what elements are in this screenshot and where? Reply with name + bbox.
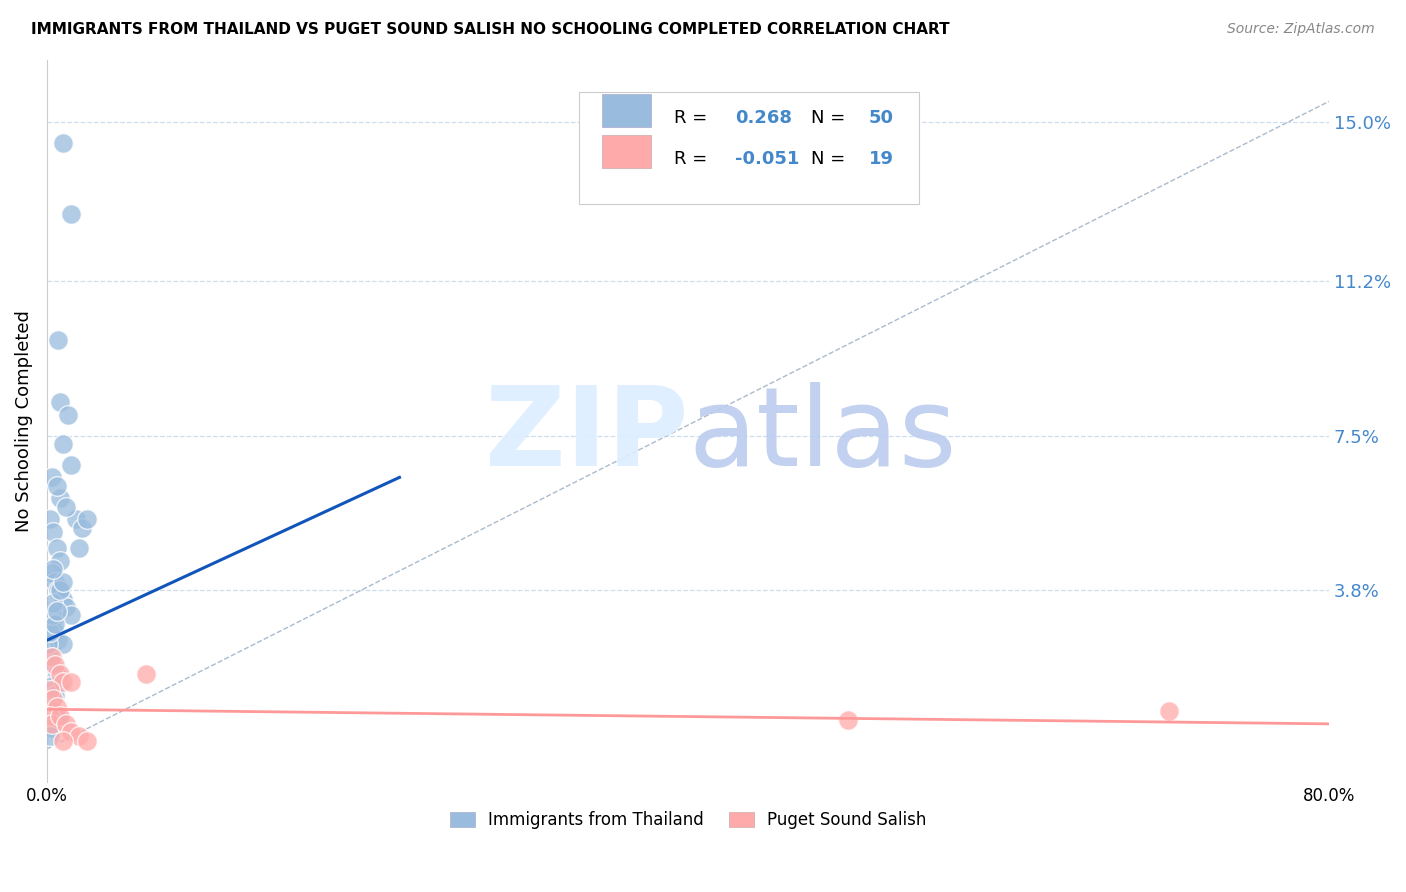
Point [41,679,63,693]
Point [135,666,157,681]
Bar [602,94,651,127]
Point [1157,704,1180,718]
Point [55,599,77,614]
Text: N =: N = [811,151,851,169]
Point [55,500,77,514]
Point [44,658,66,673]
Point [39,650,62,665]
Point [42,704,65,718]
Point [48,675,70,690]
Point [56,408,79,422]
Point [45,541,67,556]
Text: atlas: atlas [688,382,956,489]
Text: R =: R = [673,109,713,128]
Legend: Immigrants from Thailand, Puget Sound Salish: Immigrants from Thailand, Puget Sound Sa… [443,804,934,836]
Point [41,616,63,631]
Point [59,608,82,623]
Point [39,624,62,639]
Point [52,675,75,690]
Point [39,700,62,714]
Text: 0.268: 0.268 [735,109,793,128]
Point [42,562,65,576]
Point [39,683,62,698]
Bar [602,135,651,168]
Point [44,688,66,702]
Point [39,730,62,744]
Point [48,708,70,723]
Point [67,541,90,556]
Text: -0.051: -0.051 [735,151,800,169]
Point [41,470,63,484]
Text: 19: 19 [869,151,894,169]
Text: R =: R = [673,151,713,169]
Point [39,512,62,526]
Text: N =: N = [811,109,851,128]
Point [42,658,65,673]
Point [52,638,75,652]
Point [45,604,67,618]
Point [46,633,69,648]
Point [67,730,90,744]
Point [42,524,65,539]
Point [41,721,63,735]
Point [45,708,67,723]
Point [48,395,70,409]
Point [46,583,69,598]
Text: ZIP: ZIP [485,382,688,489]
Point [52,591,75,606]
Point [45,479,67,493]
Text: Source: ZipAtlas.com: Source: ZipAtlas.com [1227,22,1375,37]
Point [41,717,63,731]
Point [41,566,63,581]
Point [41,608,63,623]
Point [39,708,62,723]
Point [44,616,66,631]
Point [48,713,70,727]
Point [55,717,77,731]
Text: IMMIGRANTS FROM THAILAND VS PUGET SOUND SALISH NO SCHOOLING COMPLETED CORRELATIO: IMMIGRANTS FROM THAILAND VS PUGET SOUND … [31,22,949,37]
Point [41,650,63,665]
Point [46,333,69,347]
Point [52,136,75,150]
Text: 50: 50 [869,109,894,128]
FancyBboxPatch shape [579,92,918,204]
Point [44,574,66,589]
Point [76,512,98,526]
Point [45,666,67,681]
Point [65,512,87,526]
Point [59,458,82,472]
Point [52,437,75,451]
Point [37,638,59,652]
Y-axis label: No Schooling Completed: No Schooling Completed [15,310,32,532]
Point [45,700,67,714]
Point [48,554,70,568]
Point [59,725,82,739]
Point [48,666,70,681]
Point [76,733,98,747]
Point [52,733,75,747]
Point [42,691,65,706]
Point [837,713,859,727]
Point [48,491,70,506]
Point [44,624,66,639]
Point [59,675,82,690]
Point [70,520,93,534]
Point [42,596,65,610]
Point [52,574,75,589]
Point [48,583,70,598]
Point [59,207,82,221]
